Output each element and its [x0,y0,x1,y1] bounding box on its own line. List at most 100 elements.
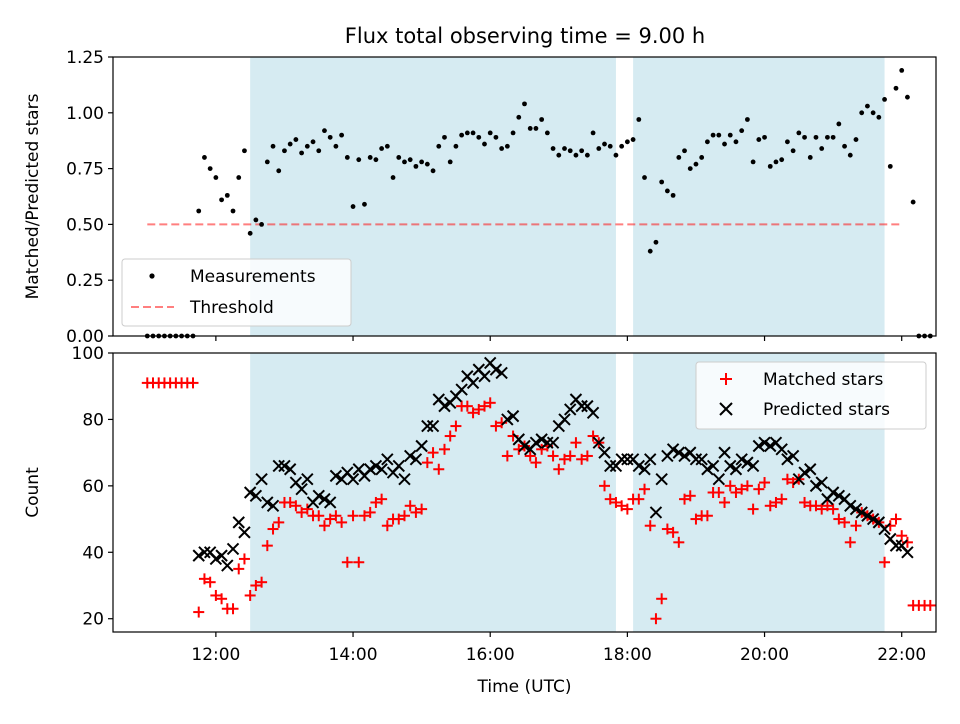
measurement-point [642,175,647,180]
measurement-point [699,155,705,160]
measurement-point [836,121,842,127]
matched-star-point [318,520,330,532]
measurement-point [825,134,830,140]
measurement-point [482,141,487,147]
matched-star-point [701,510,713,522]
matched-star-point [890,513,902,525]
matched-star-point [639,483,651,495]
matched-star-point [924,599,936,611]
measurement-point [584,152,590,158]
matched-star-point [233,563,245,575]
predicted-star-point [878,522,891,536]
x-axis-label: Time (UTC) [477,677,572,697]
measurement-point [653,239,659,245]
measurement-point [567,148,573,154]
matched-star-point [530,457,542,469]
predicted-star-point [752,439,766,453]
predicted-star-point [392,459,405,473]
measurement-point [510,130,516,136]
measurement-point [487,130,493,136]
matched-star-point [358,510,370,522]
measurement-point [499,146,505,151]
predicted-star-point [278,459,291,473]
predicted-star-point [295,482,308,496]
predicted-star-point [529,436,543,449]
y-tick-label: 20 [82,610,104,630]
measurement-point [893,85,899,91]
matched-star-point [770,496,782,508]
matched-star-point [724,480,736,492]
measurement-point [264,159,270,165]
measurement-point [527,126,533,131]
matched-star-point [759,477,771,489]
y-tick-label: 0.75 [66,160,104,180]
measurement-point [887,163,893,169]
measurement-point [619,143,625,149]
matched-star-point [438,443,450,455]
predicted-star-point [541,436,554,449]
predicted-star-point [312,489,325,503]
matched-star-point [404,500,416,512]
predicted-star-point [455,383,468,396]
measurement-point [299,150,305,156]
measurement-point [344,155,350,160]
measurement-point [882,97,887,102]
matched-star-point [250,580,262,591]
predicted-star-point [604,459,617,473]
measurement-point [910,199,916,205]
predicted-star-point [261,496,274,509]
predicted-star-point [889,539,903,552]
predicted-star-point [861,509,874,522]
predicted-star-point [375,463,388,476]
matched-star-point [284,496,296,508]
matched-star-point [416,503,428,515]
predicted-star-point [826,486,840,499]
matched-star-point [599,480,611,492]
predicted-star-point [758,436,771,449]
measurement-point [396,155,402,160]
measurement-point [704,139,710,145]
matched-star-point [347,510,359,522]
matched-star-point [524,450,536,462]
measurement-point [447,159,453,165]
measurement-point [402,159,407,165]
measurement-point [430,168,436,174]
predicted-star-point [403,449,417,463]
measurement-point [196,208,202,214]
measurement-point [819,146,825,151]
measurement-point [202,155,207,160]
measurement-point [442,134,447,140]
predicted-star-point [198,546,211,559]
predicted-star-point [363,463,377,476]
measurement-point [339,132,345,138]
matched-star-point [821,500,833,512]
measurement-point [613,152,619,158]
matched-star-point [604,493,616,505]
x-tick-label: 22:00 [877,645,926,665]
matched-star-point [210,589,222,601]
predicted-star-point [678,449,691,463]
observing-window [250,353,616,632]
measurement-point [419,159,425,165]
predicted-star-point [666,443,680,456]
matched-star-point [296,506,308,518]
predicted-star-point [501,413,514,426]
measurement-point [830,134,836,140]
predicted-star-point [832,489,846,503]
predicted-star-point [764,439,777,453]
bottom-y-ticks: 20 40 60 80 100 [72,344,113,630]
x-tick-label: 14:00 [329,645,378,665]
legend-threshold-label: Threshold [189,298,274,318]
matched-star-point [198,573,210,585]
measurement-point [870,110,876,116]
measurement-point [356,157,362,163]
predicted-star-point [272,459,285,473]
measurement-point [493,134,499,140]
measurement-point [322,128,327,134]
predicted-star-point [381,453,394,466]
bottom-y-axis-label: Count [23,467,43,518]
x-tick-label: 16:00 [466,645,515,665]
matched-star-point [844,536,856,548]
y-tick-label: 0.50 [66,215,104,235]
matched-star-point [661,523,673,535]
